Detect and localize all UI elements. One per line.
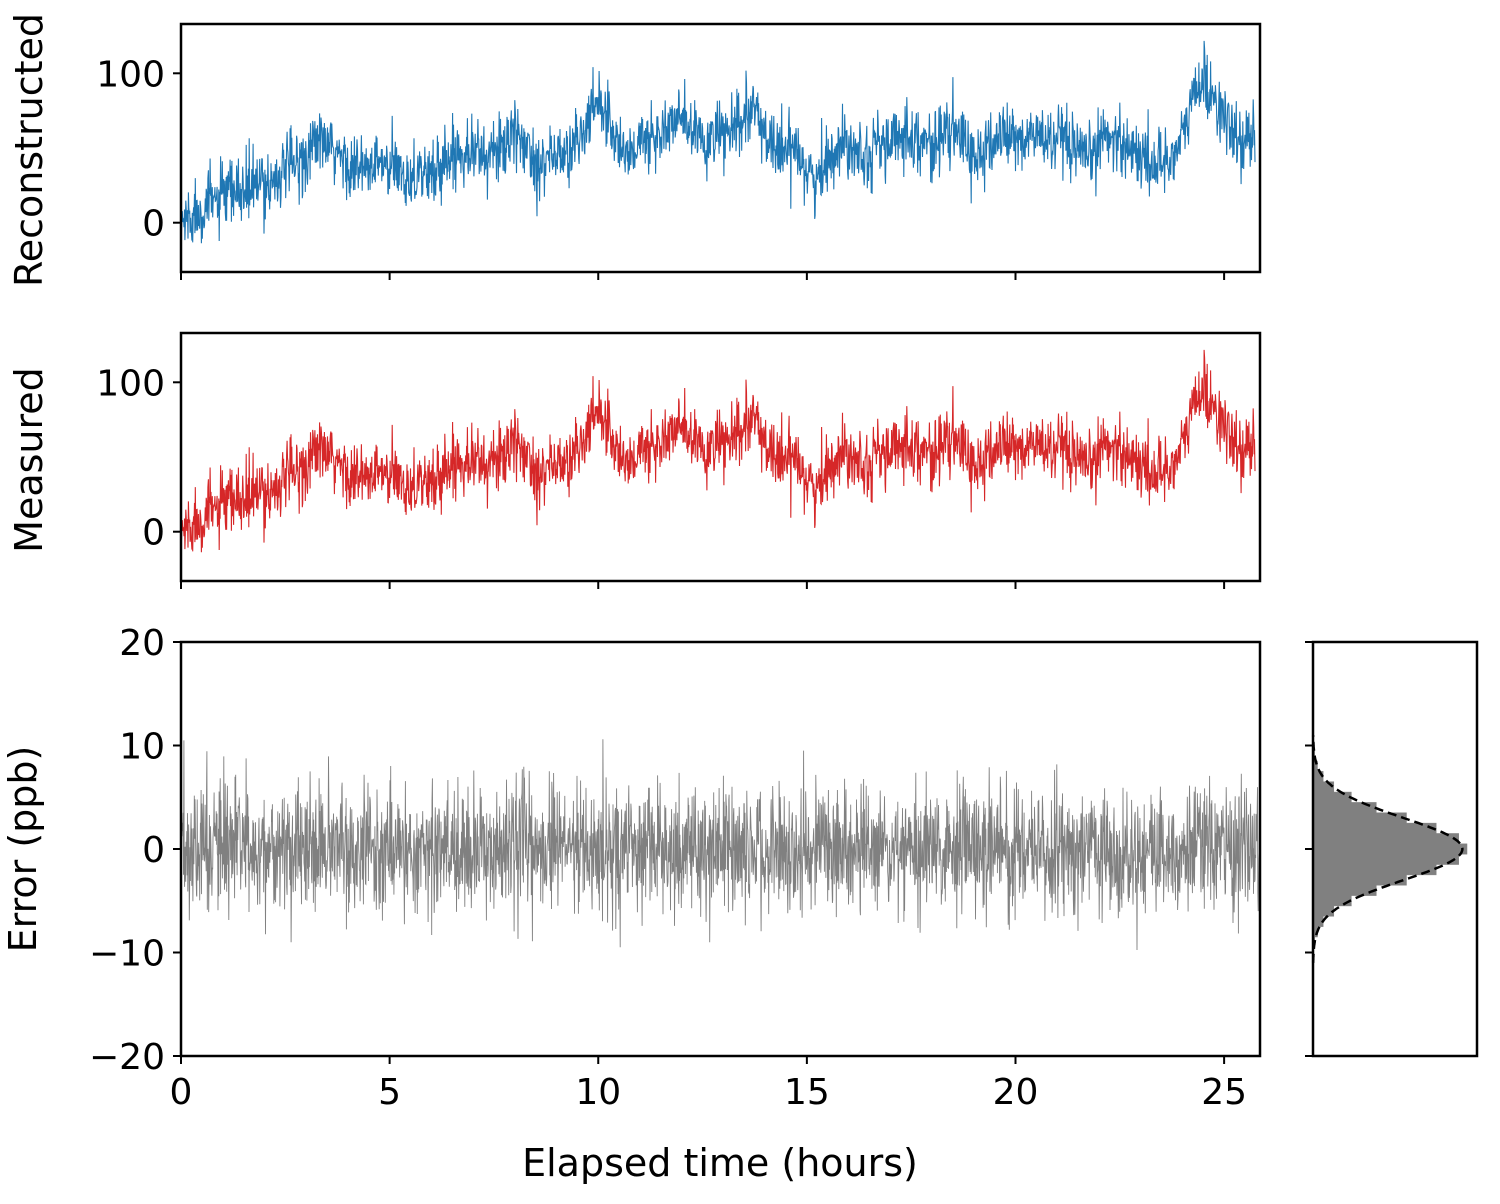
y-tick-label: 0 [142,513,165,554]
x-tick-label: 20 [993,1072,1039,1113]
histogram-bar [1312,864,1437,876]
axes-frame [179,331,1262,583]
x-tick-label: 10 [575,1072,621,1113]
measured-panel: 0 100 [96,331,1262,589]
histogram-bar [1312,822,1437,834]
histogram-bar [1312,843,1468,855]
ylabel-reconstructed: Reconstructed [7,13,51,287]
reconstructed-panel: 0 100 [96,22,1262,280]
measured-series-line [181,349,1256,553]
y-tick-label: 100 [96,363,165,404]
y-tick-label: 100 [96,54,165,95]
reconstructed-series-line [181,40,1256,244]
xlabel: Elapsed time (hours) [522,1141,918,1185]
y-tick-label: 10 [119,727,165,768]
histogram-bar [1312,905,1335,917]
histogram-bar [1312,791,1352,803]
error-panel: −20 −10 0 10 20 0 5 10 15 20 25 [89,623,1262,1113]
x-tick-label: 0 [170,1072,193,1113]
error-histogram-panel [1305,640,1479,1058]
x-tick-label: 25 [1201,1072,1247,1113]
normal-fit-curve [1311,735,1464,963]
histogram-bar [1312,874,1407,886]
y-tick-label: 0 [142,830,165,871]
error-series-line [180,739,1261,951]
x-tick-label: 15 [784,1072,830,1113]
histogram-bar [1312,833,1459,845]
y-tick-label: 0 [142,204,165,245]
ylabel-error: Error (ppb) [1,746,45,953]
axes-frame [179,22,1262,274]
y-tick-label: 20 [119,623,165,664]
histogram-bar [1312,853,1459,865]
y-tick-label: −20 [89,1037,165,1078]
y-tick-label: −10 [89,934,165,975]
ylabel-measured: Measured [7,367,51,553]
histogram-bar [1312,884,1377,896]
x-tick-label: 5 [378,1072,401,1113]
